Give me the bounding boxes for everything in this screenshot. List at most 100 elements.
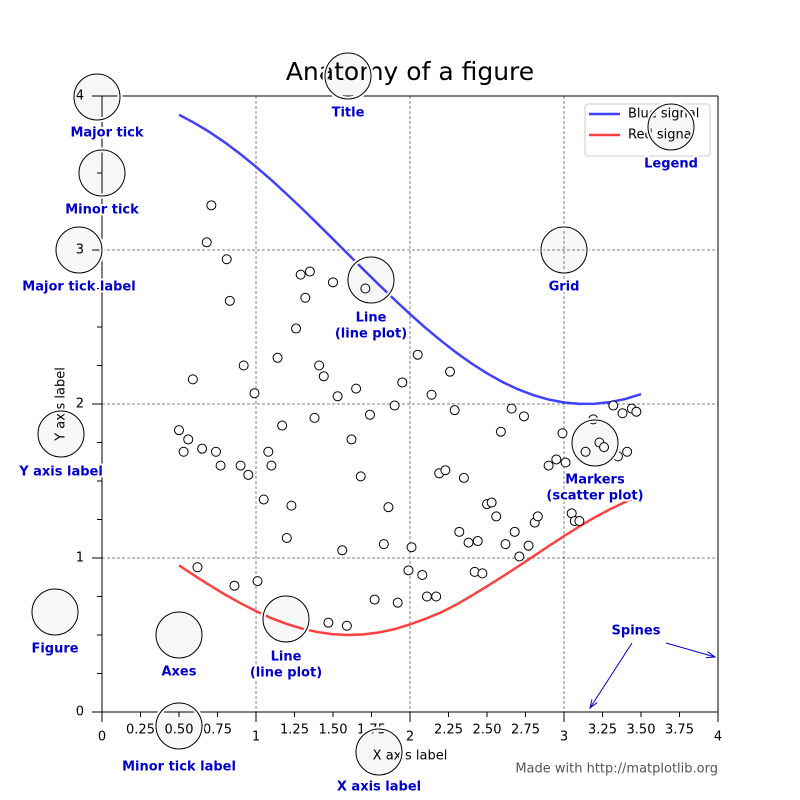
y-tick-label: 1 (76, 551, 84, 566)
x-minor-tick-label: 0.75 (203, 723, 232, 738)
scatter-marker (341, 620, 352, 631)
annotation-label: Figure (31, 642, 78, 657)
annotation-label: Line (356, 311, 387, 326)
scatter-marker (509, 526, 520, 537)
scatter-marker (221, 254, 232, 265)
x-minor-tick-label: 2.25 (434, 723, 463, 738)
annotation-label: Axes (161, 665, 196, 680)
scatter-marker (281, 532, 292, 543)
scatter-marker (328, 277, 338, 288)
x-minor-tick-label: 0.25 (126, 723, 155, 738)
annotation-circle (155, 611, 203, 659)
y-tick-label: 4 (76, 89, 84, 104)
scatter-marker (277, 420, 288, 431)
scatter-marker (412, 349, 423, 360)
annotation-arrowhead (589, 699, 598, 710)
x-minor-tick-label: 1.25 (280, 723, 309, 738)
scatter-marker (174, 425, 184, 436)
annotation-label: Legend (644, 157, 698, 172)
scatter-marker (210, 446, 221, 457)
scatter-marker (235, 460, 246, 471)
scatter-marker (495, 426, 506, 437)
annotation-circle (324, 52, 372, 100)
scatter-marker (543, 460, 554, 471)
scatter-marker (631, 406, 642, 417)
scatter-marker (266, 460, 277, 471)
y-axis-label: Y axis label (54, 367, 69, 442)
annotation-label: Markers (565, 473, 625, 488)
x-tick-label: 0 (98, 730, 106, 745)
scatter-marker (580, 446, 591, 457)
scatter-marker (286, 500, 297, 511)
scatter-marker (472, 536, 483, 547)
scatter-marker (197, 443, 208, 454)
scatter-marker (178, 446, 189, 457)
scatter-marker (523, 540, 534, 551)
line-series (178, 113, 642, 406)
scatter-marker (514, 551, 525, 562)
scatter-marker (201, 237, 212, 248)
scatter-marker (252, 576, 263, 587)
x-minor-tick-label: 0.50 (165, 723, 194, 738)
x-tick-label: 2 (406, 730, 414, 745)
scatter-marker (500, 539, 511, 550)
x-minor-tick-label: 2.50 (473, 723, 502, 738)
scatter-marker (351, 383, 362, 394)
scatter-marker (557, 428, 568, 439)
scatter-marker (454, 526, 465, 537)
scatter-marker (417, 569, 428, 580)
x-minor-tick-label: 3.75 (665, 723, 694, 738)
scatter-marker (332, 391, 343, 402)
annotation-label: Major tick label (22, 280, 135, 295)
annotation-circle (55, 226, 103, 274)
scatter-marker (599, 442, 610, 453)
annotation-label: (line plot) (250, 666, 322, 681)
annotation-label: X axis label (337, 780, 421, 795)
annotation-circle (571, 419, 619, 467)
annotation-circle (647, 103, 695, 151)
scatter-marker (560, 457, 571, 468)
scatter-marker (378, 539, 389, 550)
scatter-marker (263, 446, 274, 457)
scatter-marker (491, 511, 502, 522)
scatter-marker (229, 580, 240, 591)
annotation-circle (540, 226, 588, 274)
x-minor-tick-label: 3.50 (627, 723, 656, 738)
scatter-marker (397, 377, 408, 388)
annotation-arrow (665, 642, 716, 658)
x-tick-label: 3 (560, 730, 568, 745)
scatter-marker (440, 465, 451, 476)
annotation-circle (262, 595, 310, 643)
annotation-label: Y axis label (18, 465, 103, 480)
scatter-marker (518, 411, 529, 422)
annotation-circle (78, 149, 126, 197)
scatter-marker (215, 460, 226, 471)
scatter-marker (243, 469, 254, 480)
annotation-circle (347, 256, 395, 304)
annotation-circle (73, 73, 121, 121)
annotation-label: (line plot) (335, 327, 407, 342)
scatter-marker (272, 352, 283, 363)
scatter-marker (318, 371, 329, 382)
scatter-marker (463, 537, 474, 548)
annotation-circle (31, 588, 79, 636)
legend-label: Blue signal (628, 107, 699, 122)
scatter-marker (337, 545, 348, 556)
scatter-marker (445, 366, 456, 377)
annotation-label: Minor tick label (122, 760, 236, 775)
scatter-marker (258, 494, 269, 505)
scatter-marker (295, 269, 306, 280)
scatter-marker (314, 360, 325, 371)
scatter-marker (532, 511, 543, 522)
scatter-marker (608, 400, 619, 411)
scatter-marker (355, 471, 366, 482)
x-minor-tick-label: 2.75 (511, 723, 540, 738)
y-tick-label: 2 (76, 397, 84, 412)
scatter-marker (183, 434, 194, 445)
scatter-marker (187, 374, 198, 385)
scatter-marker (406, 542, 417, 553)
scatter-marker (403, 565, 414, 576)
annotation-arrow (589, 642, 633, 709)
scatter-marker (369, 594, 380, 605)
